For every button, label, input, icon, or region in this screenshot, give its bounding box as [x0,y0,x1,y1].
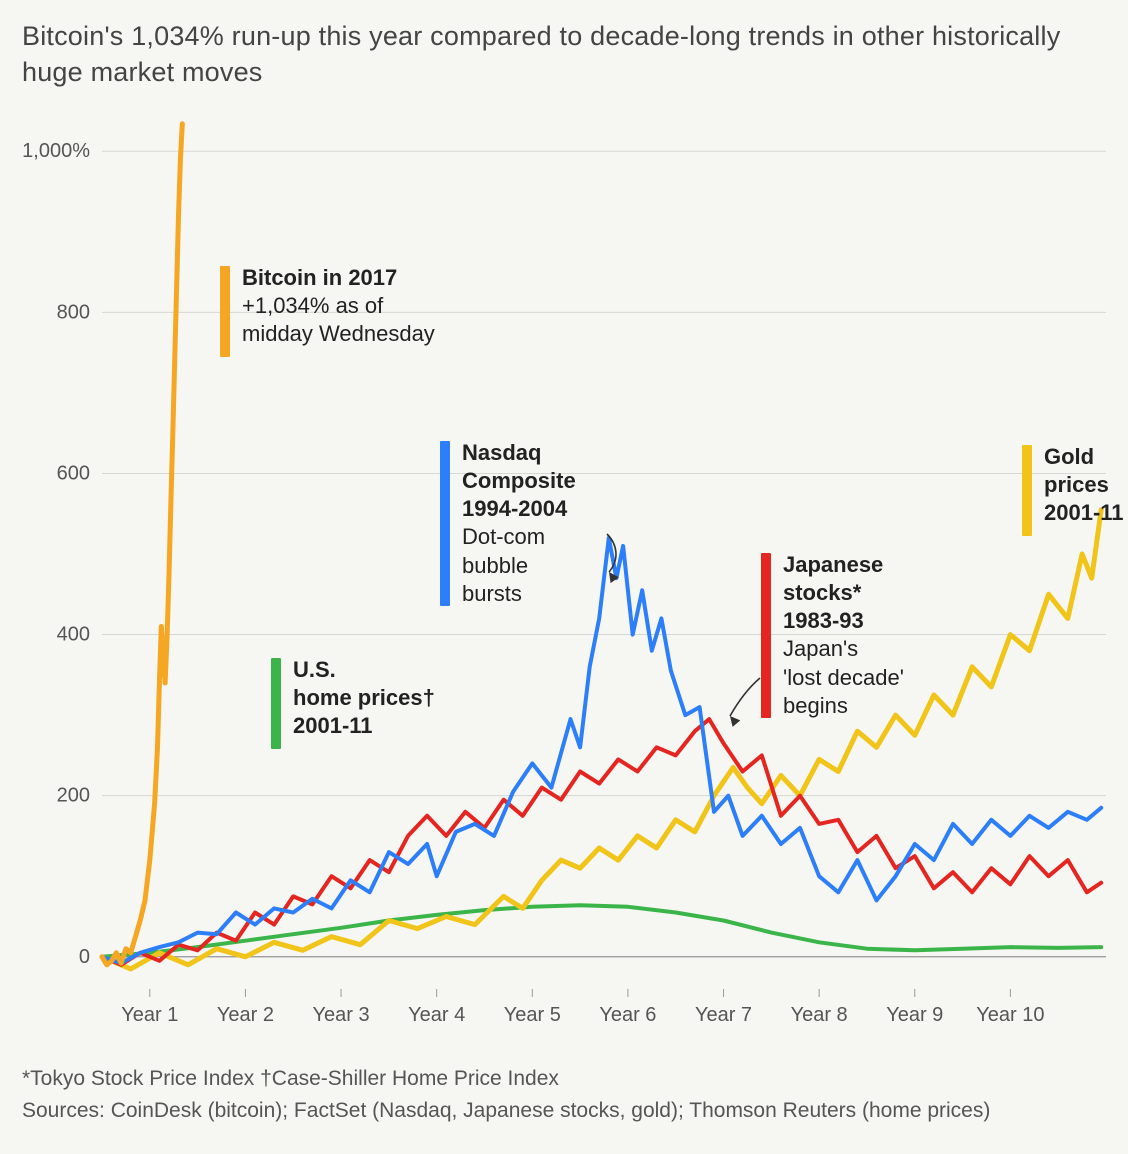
x-tick-label: Year 4 [408,1004,465,1026]
nasdaq-label-line1: Nasdaq [462,439,682,467]
y-tick-label: 0 [79,946,90,968]
bitcoin-label-bar [220,266,230,357]
x-tick-label: Year 8 [791,1004,848,1026]
y-tick-label: 1,000% [22,140,90,162]
x-tick-label: Year 9 [886,1004,943,1026]
homes-label-line1: U.S. [293,656,493,684]
footnotes: *Tokyo Stock Price Index †Case-Shiller H… [22,1063,1106,1128]
gold-label-line3: 2001-11 [1044,499,1124,527]
homes-label-line2: home prices† [293,684,493,712]
x-tick-label: Year 5 [504,1004,561,1026]
nasdaq-label-line6: bursts [462,580,682,608]
bitcoin-label: Bitcoin in 2017+1,034% as ofmidday Wedne… [242,264,482,359]
footnote-sources: Sources: CoinDesk (bitcoin); FactSet (Na… [22,1095,1106,1128]
x-tick-label: Year 1 [121,1004,178,1026]
chart-title: Bitcoin's 1,034% run-up this year compar… [22,18,1106,91]
bitcoin-label-line2: +1,034% as of [242,292,482,320]
japan-arrow-head [730,716,740,727]
y-tick-label: 200 [57,785,90,807]
japan-arrow [730,678,760,716]
homes-label-bar [271,658,281,749]
japan-label-line5: 'lost decade' [783,664,998,692]
x-tick-label: Year 7 [695,1004,752,1026]
nasdaq-label-line4: Dot-com [462,523,682,551]
japan-label-line4: Japan's [783,635,998,663]
nasdaq-label-line3: 1994-2004 [462,495,682,523]
footnote-indices: *Tokyo Stock Price Index †Case-Shiller H… [22,1063,1106,1096]
series-japan [102,719,1101,965]
series-homes [102,905,1101,957]
japan-label: Japanesestocks*1983-93Japan's'lost decad… [783,551,998,720]
homes-label: U.S.home prices†2001-11 [293,656,493,751]
nasdaq-label: NasdaqComposite1994-2004Dot-combubblebur… [462,439,682,608]
nasdaq-label-line2: Composite [462,467,682,495]
gold-label-line1: Gold [1044,443,1124,471]
series-bitcoin [102,124,182,965]
japan-label-line1: Japanese [783,551,998,579]
x-tick-label: Year 6 [599,1004,656,1026]
japan-label-line3: 1983-93 [783,607,998,635]
gold-label-line2: prices [1044,471,1124,499]
chart-area: 0 200 400 600 800 1,000% Year 1 Year 2 Year 3 Yea… [22,109,1106,1049]
japan-label-line2: stocks* [783,579,998,607]
y-tick-label: 800 [57,301,90,323]
japan-label-bar [761,553,771,718]
bitcoin-label-line1: Bitcoin in 2017 [242,264,482,292]
x-tick-label: Year 10 [976,1004,1044,1026]
gold-label: Goldprices2001-11 [1044,443,1124,538]
homes-label-line3: 2001-11 [293,712,493,740]
x-tick-label: Year 3 [313,1004,370,1026]
gold-label-bar [1022,445,1032,536]
x-tick-label: Year 2 [217,1004,274,1026]
japan-label-line6: begins [783,692,998,720]
nasdaq-label-line5: bubble [462,552,682,580]
y-tick-label: 400 [57,623,90,645]
nasdaq-label-bar [440,441,450,606]
bitcoin-label-line3: midday Wednesday [242,320,482,348]
y-tick-label: 600 [57,462,90,484]
